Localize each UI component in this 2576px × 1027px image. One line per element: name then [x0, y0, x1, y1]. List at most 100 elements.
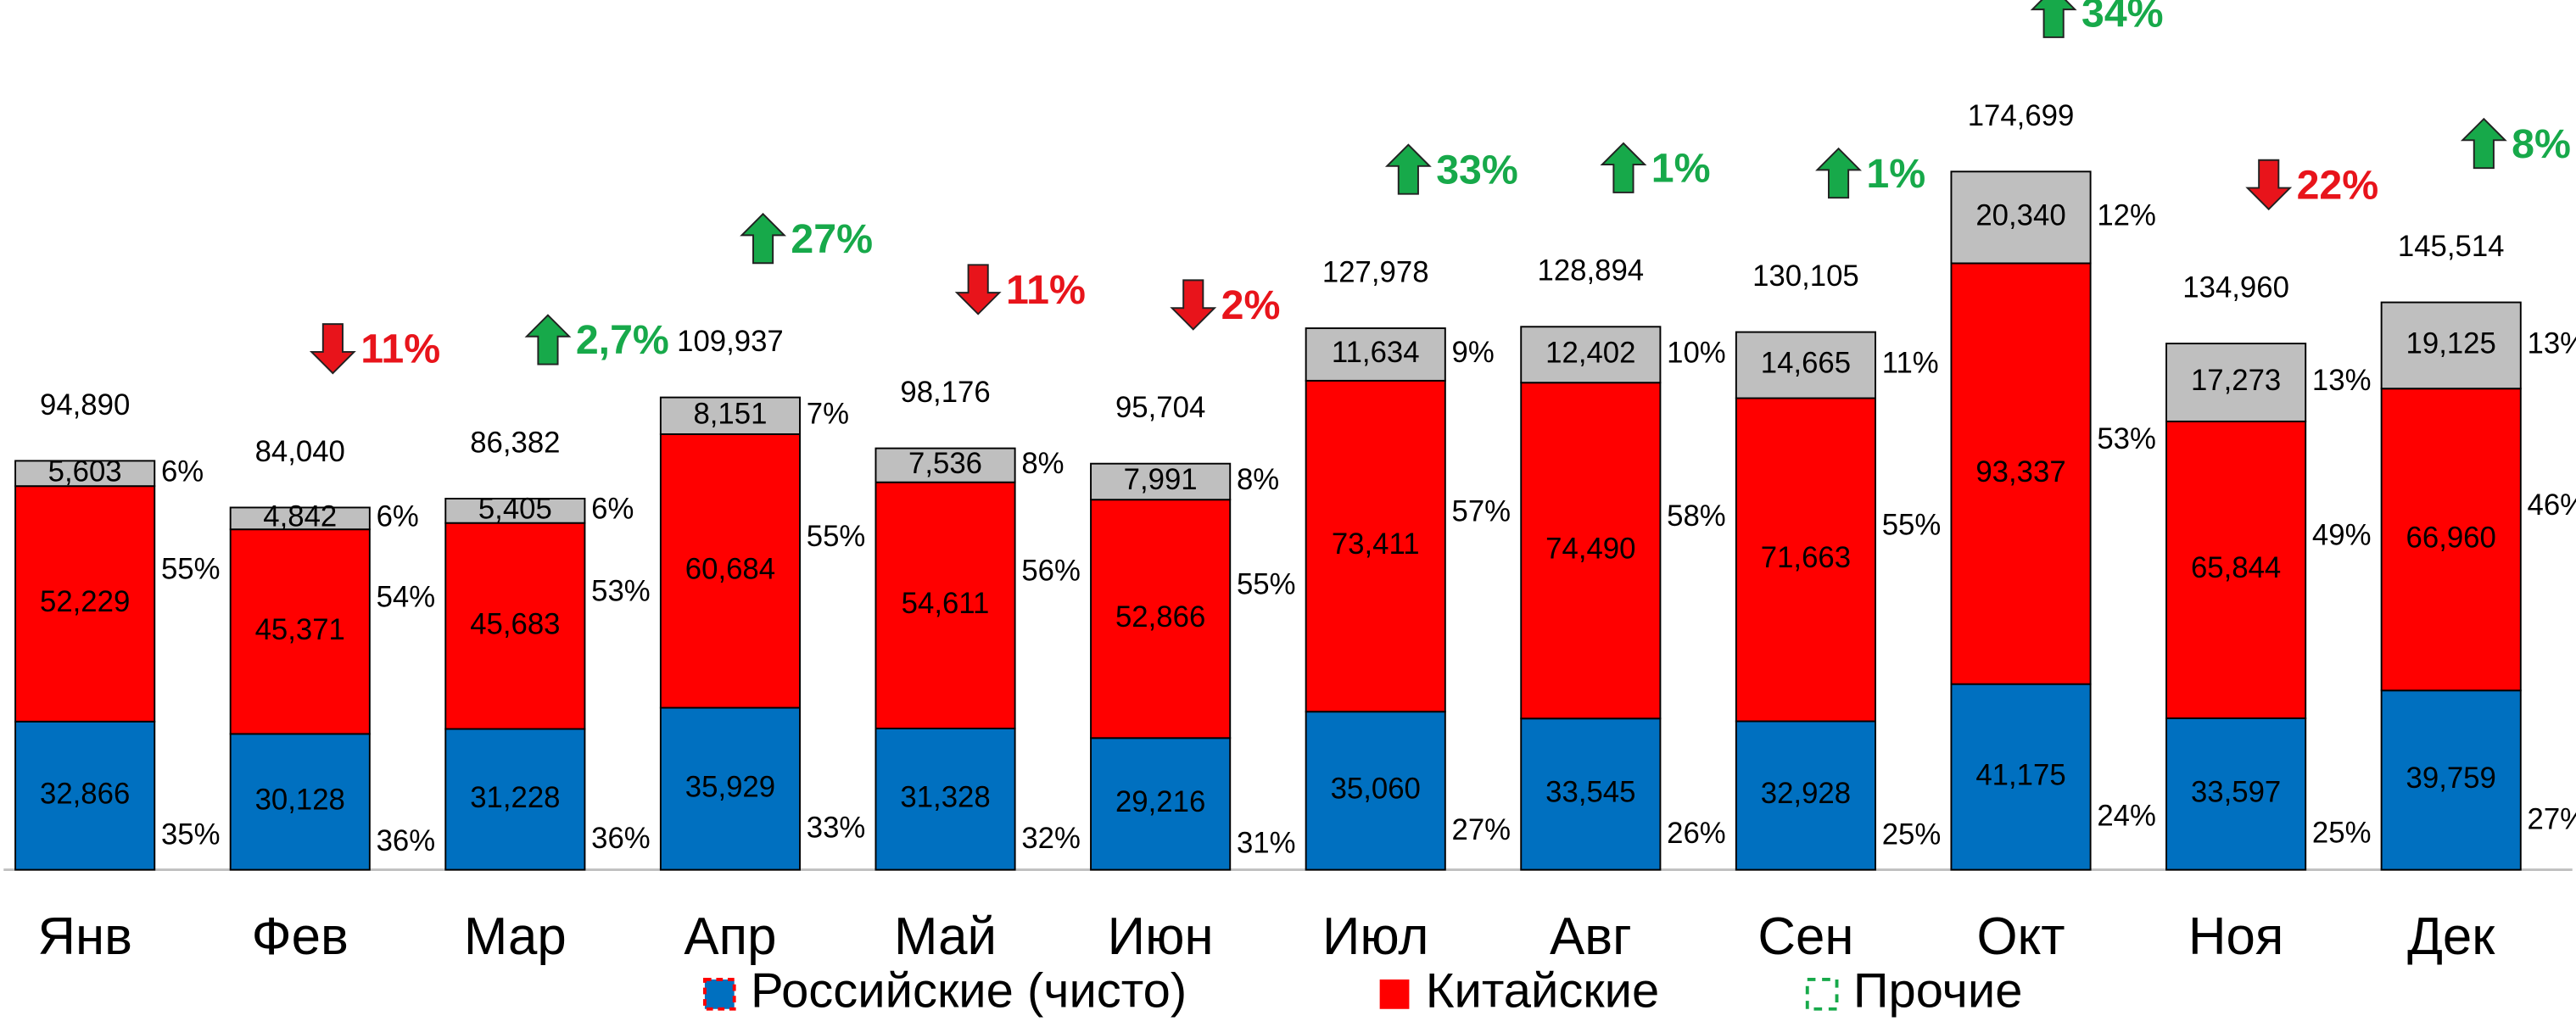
x-tick-label: Дек	[2407, 907, 2495, 966]
bar-segment	[229, 733, 371, 871]
change-label: 34%	[2081, 0, 2164, 36]
share-label: 49%	[2312, 519, 2372, 551]
share-label: 26%	[1667, 818, 1726, 850]
value-label: 7,536	[908, 448, 982, 480]
value-label: 19,125	[2406, 328, 2496, 360]
legend-label: Китайские	[1426, 964, 1660, 1019]
change-arrow	[954, 264, 1002, 315]
x-tick-label: Ноя	[2188, 907, 2283, 966]
value-label: 29,216	[1115, 786, 1205, 818]
share-label: 25%	[2312, 818, 2372, 850]
change-label: 8%	[2512, 121, 2571, 167]
value-label: 5,405	[478, 494, 552, 526]
bar-segment	[229, 506, 371, 531]
total-label: 145,514	[2398, 231, 2505, 263]
change-arrow	[740, 212, 787, 265]
share-label: 36%	[377, 825, 436, 857]
share-label: 11%	[1882, 348, 1939, 380]
value-label: 32,866	[40, 778, 130, 810]
total-label: 134,960	[2182, 272, 2289, 304]
share-label: 55%	[1882, 510, 1942, 542]
value-label: 93,337	[1975, 456, 2065, 488]
share-label: 35%	[161, 819, 221, 851]
value-label: 30,128	[255, 784, 345, 817]
bar-segment	[444, 728, 586, 871]
bar-segment	[2380, 301, 2522, 390]
share-label: 27%	[1452, 814, 1512, 846]
x-tick-label: Апр	[684, 907, 776, 966]
x-tick-label: Май	[894, 907, 997, 966]
legend-marker	[702, 978, 736, 1011]
change-arrow	[1815, 147, 1862, 199]
bar-segment	[874, 447, 1016, 483]
bar-segment	[1090, 462, 1232, 501]
value-label: 65,844	[2191, 552, 2281, 584]
value-label: 54,611	[902, 588, 990, 620]
bar-segment	[659, 433, 801, 709]
bar-segment	[14, 720, 156, 871]
share-label: 8%	[1021, 448, 1064, 480]
x-tick-label: Мар	[464, 907, 567, 966]
change-label: 11%	[1006, 267, 1086, 313]
legend-marker	[1805, 978, 1839, 1011]
value-label: 45,371	[255, 614, 345, 646]
legend-label: Российские (чисто)	[751, 964, 1187, 1019]
value-label: 52,866	[1115, 601, 1205, 634]
bar-segment	[659, 706, 801, 871]
share-label: 33%	[807, 812, 866, 845]
bar-segment	[1305, 711, 1446, 871]
share-label: 6%	[591, 494, 634, 526]
bar-segment	[1090, 737, 1232, 871]
bar-segment	[1090, 499, 1232, 740]
share-label: 54%	[377, 581, 436, 613]
bar-segment	[2165, 420, 2307, 719]
change-label: 2%	[1221, 282, 1281, 328]
value-label: 32,928	[1761, 778, 1851, 810]
share-label: 31%	[1237, 827, 1296, 859]
share-label: 25%	[1882, 819, 1942, 851]
share-label: 10%	[1667, 337, 1726, 369]
share-label: 6%	[377, 501, 419, 533]
bar-segment	[1520, 382, 1662, 720]
share-label: 6%	[161, 455, 204, 488]
value-label: 4,842	[263, 501, 337, 533]
change-arrow	[2245, 159, 2293, 211]
bar-segment	[1950, 170, 2092, 265]
change-arrow	[2460, 117, 2507, 170]
share-label: 56%	[1021, 555, 1081, 587]
share-label: 32%	[1021, 823, 1081, 855]
total-label: 86,382	[470, 427, 560, 459]
share-label: 58%	[1667, 500, 1726, 533]
bar-segment	[1735, 331, 1876, 399]
value-label: 5,603	[48, 455, 122, 488]
bar-segment	[14, 460, 156, 488]
change-arrow	[524, 314, 572, 366]
value-label: 35,929	[685, 771, 775, 803]
total-label: 95,704	[1115, 392, 1205, 424]
change-label: 2,7%	[576, 317, 669, 363]
x-tick-label: Сен	[1757, 907, 1853, 966]
bar-segment	[2380, 388, 2522, 692]
bar-segment	[1735, 397, 1876, 723]
bar-segment	[1305, 327, 1446, 382]
value-label: 45,683	[470, 608, 560, 640]
change-arrow	[1600, 142, 1647, 193]
value-label: 39,759	[2406, 762, 2496, 795]
total-label: 84,040	[255, 436, 345, 468]
value-label: 20,340	[1975, 200, 2065, 232]
change-label: 1%	[1651, 146, 1711, 192]
value-label: 14,665	[1761, 348, 1851, 380]
change-label: 11%	[360, 327, 440, 372]
share-label: 8%	[1237, 464, 1279, 496]
change-label: 27%	[791, 216, 873, 262]
total-label: 109,937	[677, 326, 784, 358]
total-label: 98,176	[900, 377, 990, 409]
share-label: 7%	[807, 398, 849, 430]
change-arrow	[2030, 0, 2077, 38]
share-label: 46%	[2528, 489, 2576, 522]
share-label: 53%	[591, 576, 651, 608]
value-label: 66,960	[2406, 522, 2496, 554]
value-label: 73,411	[1332, 528, 1420, 561]
bar-segment	[2165, 717, 2307, 871]
bar-segment	[874, 481, 1016, 729]
